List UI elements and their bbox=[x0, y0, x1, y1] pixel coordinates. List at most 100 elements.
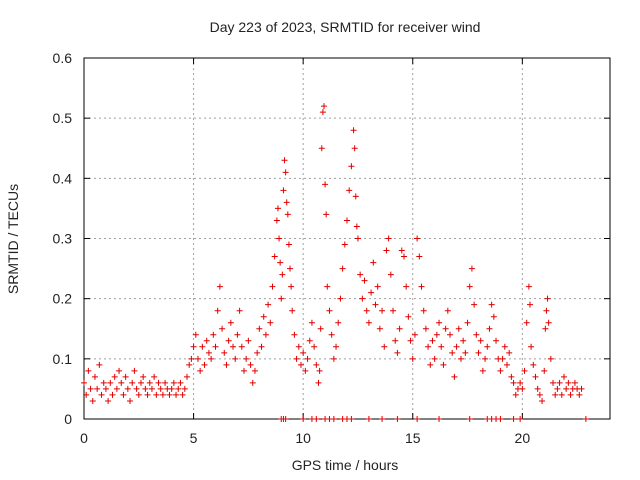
data-point bbox=[197, 367, 204, 374]
data-point bbox=[159, 391, 166, 398]
data-point bbox=[361, 277, 368, 284]
data-point bbox=[571, 379, 578, 386]
data-point bbox=[525, 283, 532, 290]
data-point bbox=[536, 391, 543, 398]
data-point bbox=[464, 319, 471, 326]
data-point bbox=[351, 145, 358, 152]
data-point bbox=[291, 331, 298, 338]
data-point bbox=[94, 385, 101, 392]
data-point bbox=[539, 397, 546, 404]
data-point bbox=[365, 416, 372, 422]
data-point bbox=[230, 343, 237, 350]
data-point bbox=[392, 337, 399, 344]
data-point bbox=[274, 205, 281, 212]
data-point bbox=[542, 325, 549, 332]
data-point bbox=[455, 325, 462, 332]
x-tick-label: 0 bbox=[80, 430, 88, 446]
data-point bbox=[105, 397, 112, 404]
data-point bbox=[442, 325, 449, 332]
data-point bbox=[324, 283, 331, 290]
data-point bbox=[219, 325, 226, 332]
data-point bbox=[249, 379, 256, 386]
data-point bbox=[289, 307, 296, 314]
y-tick-label: 0.3 bbox=[53, 231, 73, 247]
data-point bbox=[510, 379, 517, 386]
data-point bbox=[501, 343, 508, 350]
data-point bbox=[273, 217, 280, 224]
data-point bbox=[284, 211, 291, 218]
data-point bbox=[227, 319, 234, 326]
data-point bbox=[414, 235, 421, 242]
data-point bbox=[223, 361, 230, 368]
data-point bbox=[179, 391, 186, 398]
data-point bbox=[503, 361, 510, 368]
data-point bbox=[563, 385, 570, 392]
data-point bbox=[379, 416, 386, 422]
data-point bbox=[403, 283, 410, 290]
x-axis-label: GPS time / hours bbox=[292, 457, 399, 473]
data-point bbox=[258, 343, 265, 350]
data-point bbox=[350, 127, 357, 134]
data-point bbox=[383, 247, 390, 254]
data-point bbox=[409, 355, 416, 362]
data-point bbox=[184, 373, 191, 380]
data-point bbox=[387, 271, 394, 278]
data-point bbox=[243, 355, 250, 362]
data-point bbox=[436, 416, 443, 422]
data-point bbox=[285, 241, 292, 248]
data-point bbox=[376, 325, 383, 332]
data-point bbox=[552, 391, 559, 398]
data-point bbox=[330, 416, 337, 422]
data-point bbox=[379, 307, 386, 314]
y-tick-label: 0.6 bbox=[53, 50, 73, 66]
data-point bbox=[234, 331, 241, 338]
data-point bbox=[315, 379, 322, 386]
data-point bbox=[151, 373, 158, 380]
data-point bbox=[398, 247, 405, 254]
data-point bbox=[400, 253, 407, 260]
data-point bbox=[188, 355, 195, 362]
data-point bbox=[490, 313, 497, 320]
data-point bbox=[510, 416, 517, 422]
data-point bbox=[277, 259, 284, 266]
data-point bbox=[245, 337, 252, 344]
data-point bbox=[192, 331, 199, 338]
data-point bbox=[475, 349, 482, 356]
data-point bbox=[381, 343, 388, 350]
data-point bbox=[205, 349, 212, 356]
data-point bbox=[431, 355, 438, 362]
data-point bbox=[247, 361, 254, 368]
data-point bbox=[89, 397, 96, 404]
data-point bbox=[451, 373, 458, 380]
data-point bbox=[276, 235, 283, 242]
data-point bbox=[346, 187, 353, 194]
data-point bbox=[418, 283, 425, 290]
data-point bbox=[544, 295, 551, 302]
data-point bbox=[466, 283, 473, 290]
data-point bbox=[208, 355, 215, 362]
data-point bbox=[560, 373, 567, 380]
data-point bbox=[221, 349, 228, 356]
y-tick-label: 0.1 bbox=[53, 351, 73, 367]
data-point bbox=[333, 343, 340, 350]
data-point bbox=[91, 373, 98, 380]
data-point bbox=[278, 295, 285, 302]
data-point bbox=[313, 361, 320, 368]
data-point bbox=[457, 355, 464, 362]
data-point bbox=[175, 385, 182, 392]
data-point bbox=[293, 355, 300, 362]
x-tick-label: 5 bbox=[190, 430, 198, 446]
data-point bbox=[282, 169, 289, 176]
data-point bbox=[287, 265, 294, 272]
data-point bbox=[168, 385, 175, 392]
data-point bbox=[300, 416, 307, 422]
data-point bbox=[113, 385, 120, 392]
y-tick-label: 0.2 bbox=[53, 291, 73, 307]
data-point bbox=[499, 355, 506, 362]
data-point bbox=[339, 265, 346, 272]
data-point bbox=[462, 349, 469, 356]
data-point bbox=[96, 361, 103, 368]
data-point bbox=[359, 295, 366, 302]
data-point bbox=[541, 367, 548, 374]
data-point bbox=[468, 265, 475, 272]
